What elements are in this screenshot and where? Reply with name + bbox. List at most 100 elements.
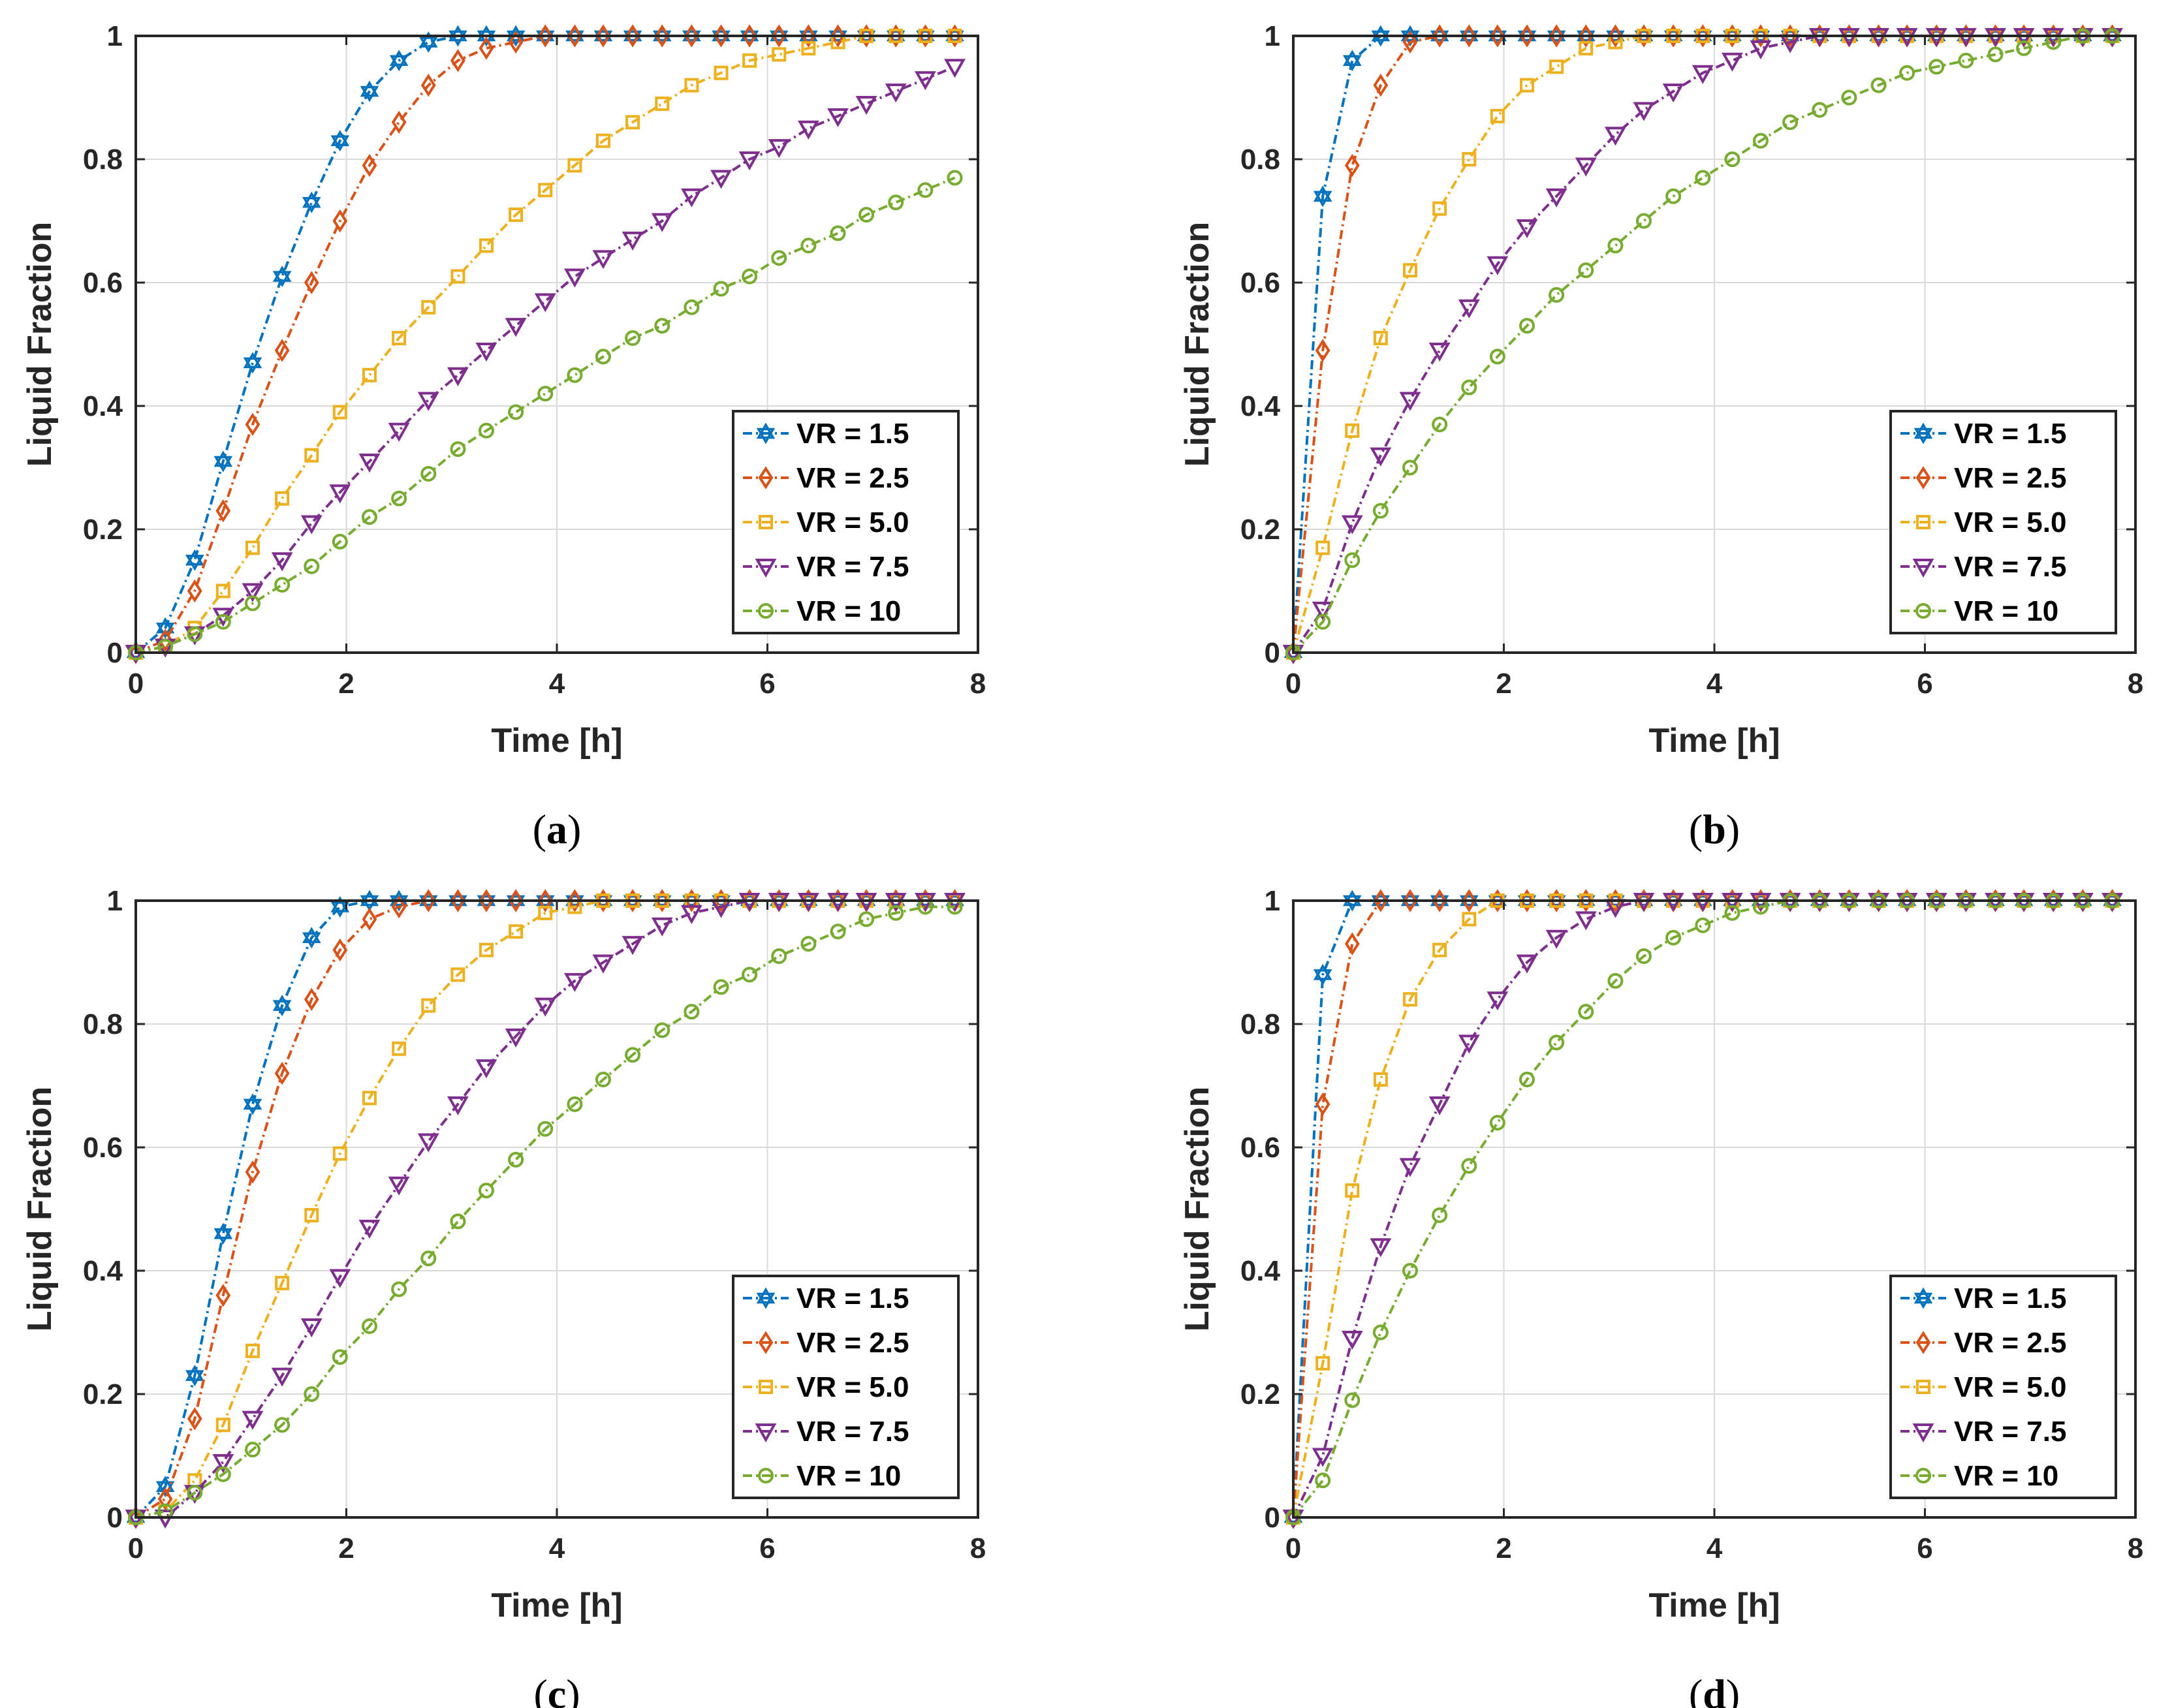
data-point: [479, 37, 494, 60]
data-point: [185, 549, 204, 571]
data-point: [680, 905, 702, 924]
data-point: [592, 250, 614, 270]
square-icon: [759, 1380, 773, 1394]
y-tick-label: 0.6: [1240, 1132, 1280, 1164]
data-point: [1578, 889, 1594, 912]
data-point: [1315, 339, 1330, 362]
data-point: [450, 441, 466, 458]
data-point: [1635, 213, 1652, 229]
data-point: [1372, 1324, 1389, 1341]
data-point: [274, 577, 291, 593]
data-point: [421, 998, 436, 1013]
data-point: [271, 1367, 293, 1387]
data-point: [330, 130, 350, 152]
data-point: [157, 629, 173, 652]
data-point: [563, 972, 586, 992]
circle-icon: [1915, 1468, 1931, 1483]
y-tick-label: 0: [107, 1502, 123, 1534]
data-point: [329, 1269, 351, 1288]
legend-label: VR = 2.5: [796, 1327, 909, 1359]
y-tick-label: 1: [1265, 885, 1280, 917]
y-axis-label: Liquid Fraction: [21, 222, 59, 467]
data-point: [332, 1146, 347, 1161]
data-point: [1870, 77, 1887, 93]
data-point: [1812, 102, 1828, 118]
data-point: [538, 183, 553, 198]
data-point: [1549, 1034, 1565, 1051]
data-point: [1692, 65, 1714, 84]
x-tick-label: 6: [759, 668, 775, 700]
data-point: [215, 1466, 231, 1482]
hexagram-icon: [1913, 1287, 1933, 1309]
data-point: [1695, 170, 1711, 186]
circle-icon: [758, 603, 774, 619]
data-point: [329, 484, 351, 504]
data-point: [858, 24, 874, 48]
legend-label: VR = 1.5: [796, 418, 909, 450]
legend-item: VR = 5.0: [743, 1371, 909, 1403]
data-point: [1519, 24, 1535, 48]
data-point: [1402, 30, 1418, 54]
data-point: [1899, 65, 1915, 81]
data-point: [361, 1318, 377, 1335]
panel-c: 0 2 4 6 8 0 0.2 0.4 0.6 0.8 1 Time [h] Liquid Frac…: [21, 885, 986, 1708]
data-point: [1490, 24, 1505, 48]
data-point: [1458, 1034, 1480, 1054]
data-point: [1432, 201, 1447, 216]
y-tick-label: 0.8: [1240, 144, 1280, 176]
data-point: [508, 30, 524, 54]
square-icon: [759, 515, 773, 529]
data-point: [243, 1093, 262, 1115]
data-point: [1489, 1115, 1505, 1131]
data-point: [1724, 151, 1740, 167]
data-point: [595, 349, 611, 365]
data-point: [1490, 108, 1505, 123]
data-point: [1312, 1448, 1334, 1467]
legend-item: VR = 10: [1900, 1460, 2058, 1492]
data-point: [1489, 349, 1505, 365]
data-point: [538, 905, 553, 920]
data-point: [1841, 89, 1857, 106]
data-point: [1432, 942, 1447, 957]
data-point: [271, 552, 293, 572]
data-point: [1549, 59, 1564, 74]
data-point: [360, 890, 379, 912]
x-tick-label: 6: [759, 1532, 775, 1564]
series-vr-10: [128, 170, 963, 660]
legend-label: VR = 10: [796, 1460, 901, 1492]
data-point: [187, 626, 203, 642]
data-point: [622, 936, 644, 955]
data-point: [1344, 932, 1360, 955]
data-point: [304, 1207, 319, 1222]
data-point: [479, 942, 494, 957]
data-point: [1370, 1238, 1392, 1258]
data-point: [213, 450, 233, 473]
caption-letter: d: [1703, 1671, 1726, 1708]
data-point: [1987, 46, 2004, 63]
data-point: [1516, 954, 1538, 974]
legend-label: VR = 7.5: [1954, 551, 2066, 583]
panel-caption: (b): [1689, 806, 1740, 852]
x-tick-label: 0: [1285, 1532, 1301, 1564]
legend-label: VR = 1.5: [1954, 1282, 2066, 1314]
panel-d: 0 2 4 6 8 0 0.2 0.4 0.6 0.8 1 Time [h] Liquid Frac…: [1178, 885, 2143, 1708]
data-point: [1578, 262, 1594, 279]
data-point: [447, 367, 469, 386]
data-point: [304, 1386, 320, 1402]
data-point: [362, 907, 377, 931]
data-point: [567, 367, 583, 383]
data-point: [275, 491, 290, 506]
legend-label: VR = 5.0: [796, 1371, 909, 1403]
legend-item: VR = 5.0: [1900, 506, 2066, 538]
data-point: [391, 895, 407, 919]
legend-label: VR = 7.5: [796, 551, 909, 583]
data-point: [742, 967, 758, 983]
data-point: [1458, 299, 1480, 318]
data-point: [595, 24, 611, 48]
y-tick-label: 0.4: [83, 390, 123, 422]
data-point: [888, 194, 904, 211]
data-point: [478, 422, 494, 439]
legend-label: VR = 7.5: [796, 1416, 909, 1448]
data-point: [654, 889, 670, 912]
legend-label: VR = 1.5: [1954, 418, 2066, 450]
